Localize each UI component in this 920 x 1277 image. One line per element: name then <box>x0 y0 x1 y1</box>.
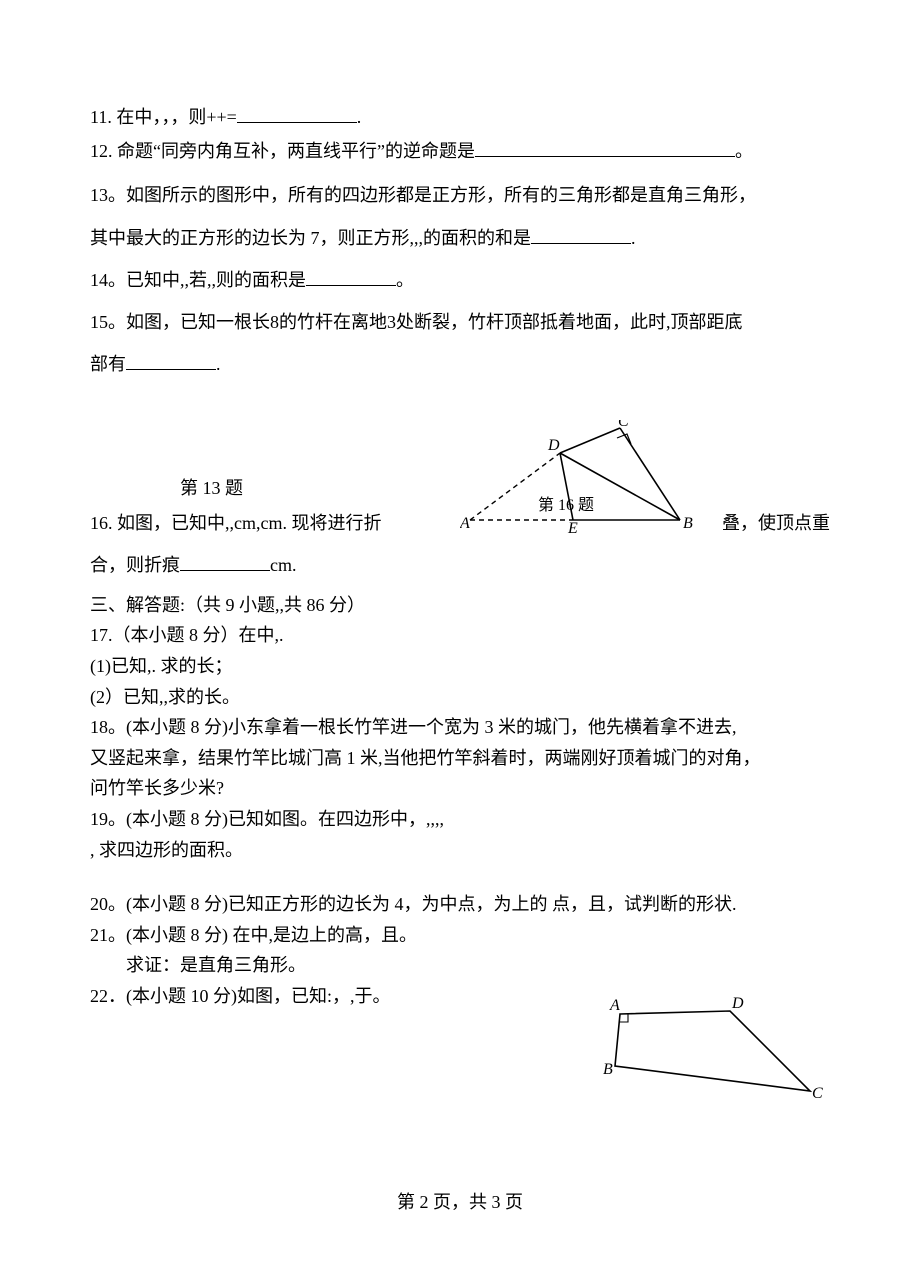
label-E: E <box>567 520 578 537</box>
q14-line: 14。已知中,,若,,则的面积是 。 <box>90 263 830 297</box>
q11-blank <box>237 102 357 123</box>
q15-blank <box>126 349 216 370</box>
figure-q13-caption: 第 13 题 <box>180 471 243 505</box>
q13-suffix: . <box>631 228 636 248</box>
q11-line: 11. 在中，，，则++=. <box>90 100 830 134</box>
q19-l1: 19。(本小题 8 分)已知如图。在四边形中，,,,, <box>90 804 830 835</box>
q21-l1: 21。(本小题 8 分) 在中,是边上的高，且。 <box>90 920 830 951</box>
q19-l2: , 求四边形的面积。 <box>90 835 830 866</box>
q15-line1: 15。如图，已知一根长8的竹杆在离地3处断裂，竹杆顶部抵着地面，此时,顶部距底 <box>90 305 830 339</box>
q20-line: 20。(本小题 8 分)已知正方形的边长为 4，为中点，为上的 点，且，试判断的… <box>90 889 830 920</box>
section3-heading: 三、解答题:（共 9 小题,,共 86 分） <box>90 590 830 621</box>
label-B: B <box>683 515 693 532</box>
q13-blank <box>531 223 631 244</box>
page-footer: 第 2 页，共 3 页 <box>0 1185 920 1219</box>
label-D: D <box>547 437 560 454</box>
q17-p1: (1)已知,. 求的长； <box>90 651 830 682</box>
figure-q16-caption: 第 16 题 <box>538 496 594 514</box>
q16-unit: cm. <box>270 555 297 575</box>
q18-l2: 又竖起来拿，结果竹竿比城门高 1 米,当他把竹竿斜着时，两端刚好顶着城门的对角， <box>90 743 830 774</box>
q16-blank <box>180 550 270 571</box>
q12-text: 12. 命题“同旁内角互补，两直线平行”的逆命题是 <box>90 141 475 161</box>
quad-label-C: C <box>812 1085 823 1102</box>
q15-suffix: . <box>216 354 221 374</box>
q11-suffix: . <box>357 107 362 127</box>
q11-text: 11. 在中，，，则++= <box>90 107 237 127</box>
q14-prefix: 14。已知中,,若,,则的面积是 <box>90 270 306 290</box>
q12-line: 12. 命题“同旁内角互补，两直线平行”的逆命题是 。 <box>90 134 830 168</box>
q14-blank <box>306 265 396 286</box>
q15-prefix: 部有 <box>90 354 126 374</box>
label-C: C <box>618 420 629 430</box>
q12-blank <box>475 136 735 157</box>
q21-l2: 求证：是直角三角形。 <box>90 950 830 981</box>
quad-label-B: B <box>603 1061 613 1078</box>
q16-line2-prefix: 合，则折痕 <box>90 555 180 575</box>
q14-suffix: 。 <box>396 270 414 290</box>
q16-line2: 合，则折痕 cm. <box>90 548 830 582</box>
q17-p2: (2）已知,,求的长。 <box>90 682 830 713</box>
q13-line2: 其中最大的正方形的边长为 7，则正方形,,,的面积的和是. <box>90 221 830 255</box>
q12-suffix: 。 <box>735 141 753 161</box>
figure-q16-triangle: A B E D C 第 16 题 <box>460 420 720 540</box>
q13-line1: 13。如图所示的图形中，所有的四边形都是正方形，所有的三角形都是直角三角形， <box>90 178 830 212</box>
q13-line2-prefix: 其中最大的正方形的边长为 7，则正方形,,,的面积的和是 <box>90 228 531 248</box>
q18-l3: 问竹竿长多少米? <box>90 773 830 804</box>
q16-right: 叠，使顶点重 <box>722 506 830 540</box>
q17-head: 17.（本小题 8 分）在中,. <box>90 620 830 651</box>
q16-left: 16. 如图，已知中,,cm,cm. 现将进行折 <box>90 506 381 540</box>
figure-quadrilateral: A D B C <box>600 996 830 1106</box>
q18-l1: 18。(本小题 8 分)小东拿着一根长竹竿进一个宽为 3 米的城门，他先横着拿不… <box>90 712 830 743</box>
q15-line2: 部有. <box>90 347 830 381</box>
label-A: A <box>460 515 470 532</box>
quad-label-D: D <box>731 996 744 1012</box>
quad-label-A: A <box>609 997 620 1014</box>
